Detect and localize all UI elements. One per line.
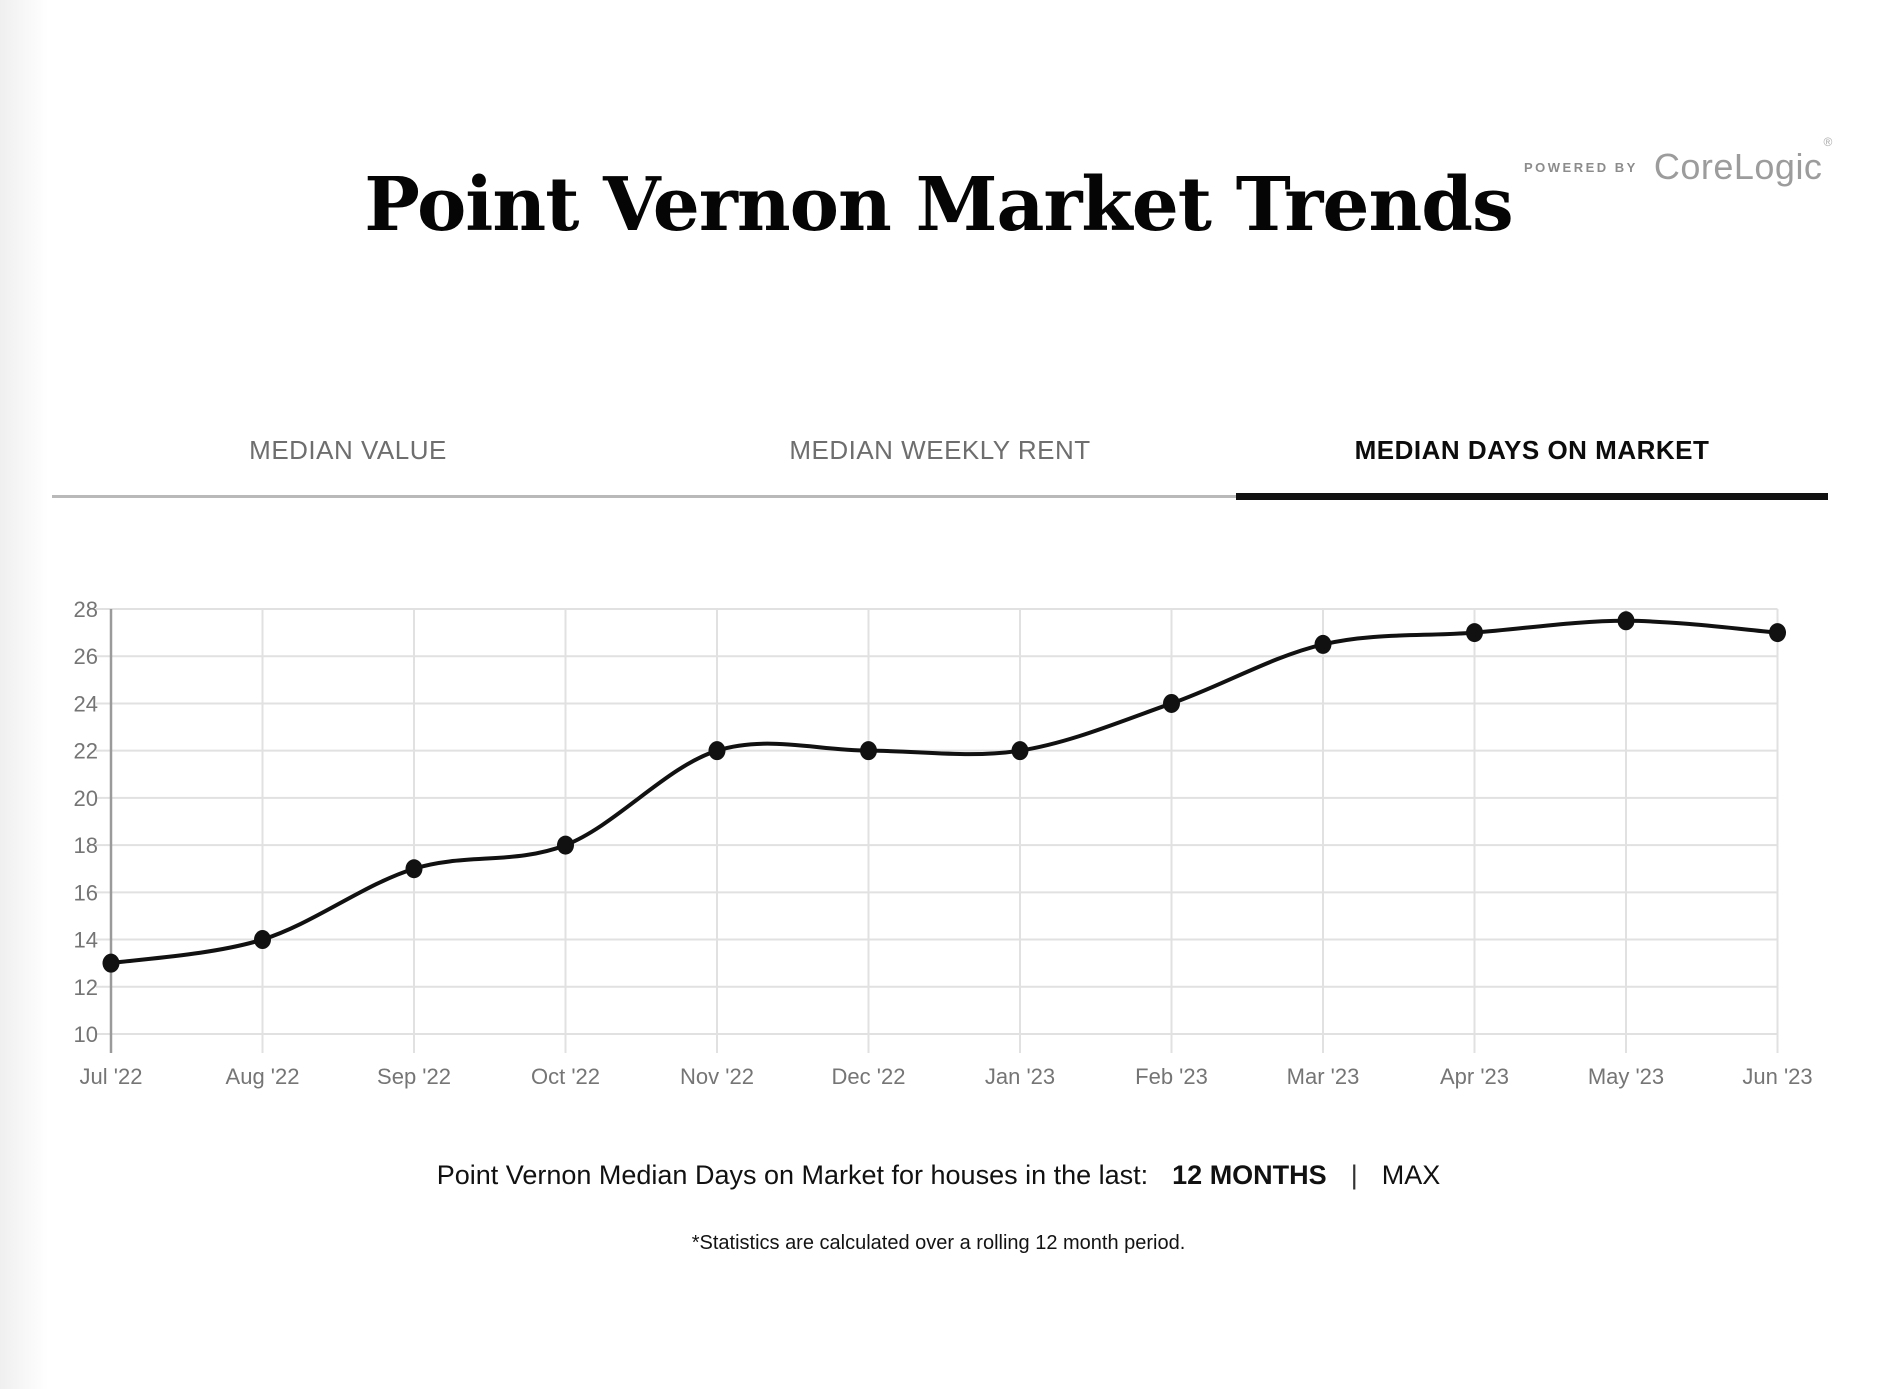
tab-median-weekly-rent-label: MEDIAN WEEKLY RENT [789,435,1091,465]
y-tick-label: 24 [74,691,98,716]
period-separator: | [1350,1160,1358,1190]
page-title: Point Vernon Market Trends [364,161,1513,248]
series-line [109,618,1780,966]
y-tick-label: 12 [74,975,98,1000]
tab-median-weekly-rent[interactable]: MEDIAN WEEKLY RENT [644,430,1236,498]
line-chart-canvas: 10 12 14 16 18 20 22 24 26 28 Jul '22 Aug '22 Sep '2… [74,597,1813,1089]
y-tick-label: 14 [74,928,98,953]
data-point-5[interactable] [860,741,877,761]
y-tick-label: 28 [74,597,98,622]
y-tick-label: 18 [74,833,98,858]
tab-median-value-label: MEDIAN VALUE [249,435,447,465]
data-point-7[interactable] [1163,693,1180,713]
x-tick-label: Jan '23 [985,1064,1055,1089]
x-tick-label: Nov '22 [680,1064,754,1089]
powered-by-label: POWERED BY [1524,159,1638,175]
x-tick-label: Aug '22 [226,1064,300,1089]
trend-chart: 10 12 14 16 18 20 22 24 26 28 Jul '22 Aug '22 Sep '2… [0,560,1877,1120]
tab-median-days-on-market[interactable]: MEDIAN DAYS ON MARKET [1236,430,1828,500]
tab-median-value[interactable]: MEDIAN VALUE [52,430,644,498]
statistics-footnote: *Statistics are calculated over a rollin… [691,1232,1186,1254]
x-tick-label: May '23 [1588,1064,1664,1089]
tab-median-days-on-market-label: MEDIAN DAYS ON MARKET [1354,435,1710,465]
corelogic-logo: CoreLogic® [1653,135,1833,187]
data-point-3[interactable] [557,835,574,855]
data-point-10[interactable] [1617,611,1635,631]
x-tick-label: Sep '22 [377,1064,451,1089]
data-point-1[interactable] [254,930,271,950]
data-point-9[interactable] [1466,623,1483,643]
y-tick-label: 22 [74,739,98,764]
x-tick-label: Mar '23 [1287,1064,1360,1089]
powered-by-logo: POWERED BY CoreLogic® [1524,136,1832,188]
chart-tabs: MEDIAN VALUE MEDIAN WEEKLY RENT MEDIAN D… [52,430,1828,500]
registered-mark: ® [1823,135,1833,149]
x-tick-label: Feb '23 [1135,1064,1208,1089]
x-tick-label: Oct '22 [531,1064,600,1089]
data-point-6[interactable] [1011,741,1029,761]
period-option-12-months[interactable]: 12 MONTHS [1172,1160,1327,1190]
data-point-11[interactable] [1769,623,1786,643]
y-tick-label: 16 [74,880,98,905]
x-tick-label: Jun '23 [1742,1064,1812,1089]
x-tick-label: Dec '22 [832,1064,906,1089]
x-tick-label: Jul '22 [80,1064,143,1089]
period-option-max[interactable]: MAX [1381,1160,1441,1190]
y-tick-label: 20 [74,786,98,811]
summary-text: Point Vernon Median Days on Market for h… [436,1160,1149,1190]
data-point-8[interactable] [1314,634,1332,654]
chart-summary: Point Vernon Median Days on Market for h… [0,1160,1877,1191]
data-point-4[interactable] [708,741,726,761]
y-tick-label: 10 [74,1022,98,1047]
x-tick-label: Apr '23 [1440,1064,1509,1089]
data-point-0[interactable] [102,953,120,973]
data-point-2[interactable] [405,859,423,879]
y-tick-label: 26 [74,644,98,669]
